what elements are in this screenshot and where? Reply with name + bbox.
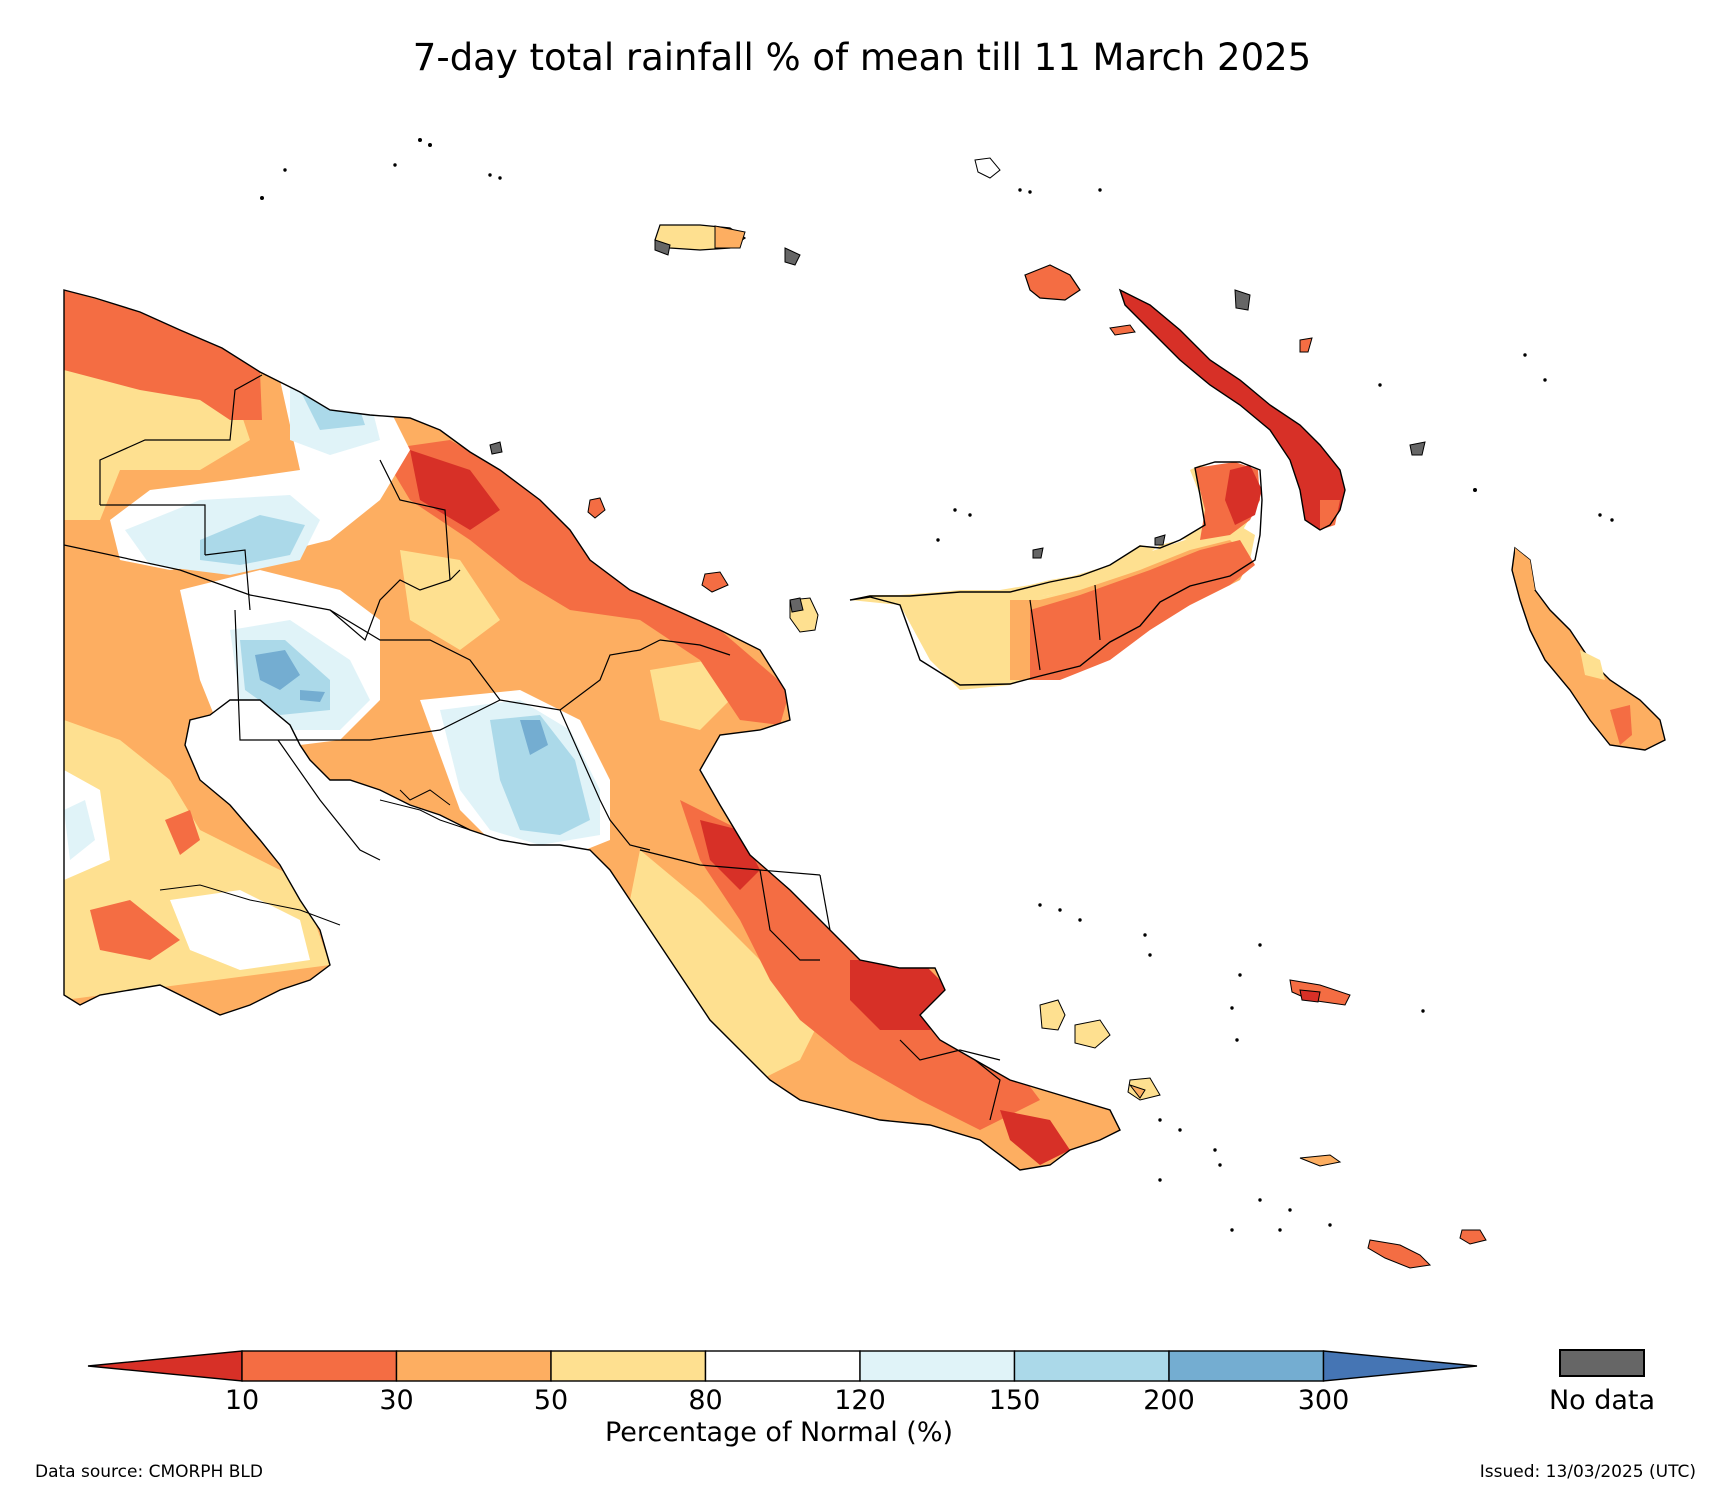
colorbar-segment-80-120	[704, 1350, 861, 1382]
new-britain-outline	[849, 461, 1263, 686]
colorbar-segment-150-200	[1013, 1350, 1170, 1382]
zone-120-150	[64, 800, 95, 860]
new-ireland	[1118, 288, 1346, 531]
issued-date: Issued: 13/03/2025 (UTC)	[1479, 1462, 1696, 1482]
zone-200-300	[520, 720, 548, 755]
colorbar-tick-label: 200	[1143, 1385, 1195, 1416]
colorbar-tick-label: 300	[1297, 1385, 1350, 1416]
colorbar-extend-high	[1322, 1350, 1478, 1382]
zone-below-10	[700, 820, 760, 890]
zone-50-80	[64, 370, 250, 520]
colorbar	[87, 1350, 1478, 1382]
zone-10-30	[165, 810, 200, 855]
colorbar-segment-120-150	[859, 1350, 1016, 1382]
colorbar-tick-label: 80	[688, 1385, 723, 1416]
zone-200-300	[255, 650, 300, 690]
data-source: Data source: CMORPH BLD	[35, 1462, 263, 1482]
zone-10-30	[90, 900, 180, 960]
new-britain	[849, 461, 1263, 690]
colorbar-tick-label: 30	[379, 1385, 414, 1416]
no-data-swatch	[1559, 1349, 1645, 1377]
zone-below-10	[410, 450, 500, 530]
colorbar-tick-label: 150	[988, 1385, 1041, 1416]
colorbar-segment-10-30	[241, 1350, 398, 1382]
small-islands	[260, 138, 1614, 1269]
zone-50-80	[630, 850, 820, 1080]
map-title: 7-day total rainfall % of mean till 11 M…	[412, 36, 1312, 79]
colorbar-tick-label: 10	[224, 1385, 260, 1416]
colorbar-extend-low	[87, 1350, 243, 1382]
manus-island	[654, 224, 801, 266]
colorbar-tick-label: 50	[533, 1385, 569, 1416]
mainland-rainfall	[63, 289, 1121, 1171]
no-data-label: No data	[1548, 1385, 1656, 1416]
zone-80-120	[170, 890, 310, 970]
mainland-coastline	[63, 289, 1121, 1171]
colorbar-segment-30-50	[395, 1350, 552, 1382]
colorbar-tick-label: 120	[834, 1385, 886, 1416]
zone-150-200	[490, 715, 590, 835]
province-boundaries	[63, 374, 1001, 1121]
zone-50-80	[650, 660, 730, 730]
zone-below-10	[1000, 1110, 1070, 1165]
bougainville	[1511, 546, 1666, 751]
colorbar-title: Percentage of Normal (%)	[604, 1417, 954, 1448]
zone-200-300	[300, 690, 325, 702]
zone-10-30	[64, 290, 262, 420]
river-lines	[159, 789, 471, 926]
zone-50-80	[400, 550, 500, 650]
new-ireland-outline	[1118, 288, 1346, 531]
new-hanover	[1024, 264, 1136, 336]
colorbar-segment-50-80	[550, 1350, 707, 1382]
colorbar-segment-200-300	[1168, 1350, 1325, 1382]
